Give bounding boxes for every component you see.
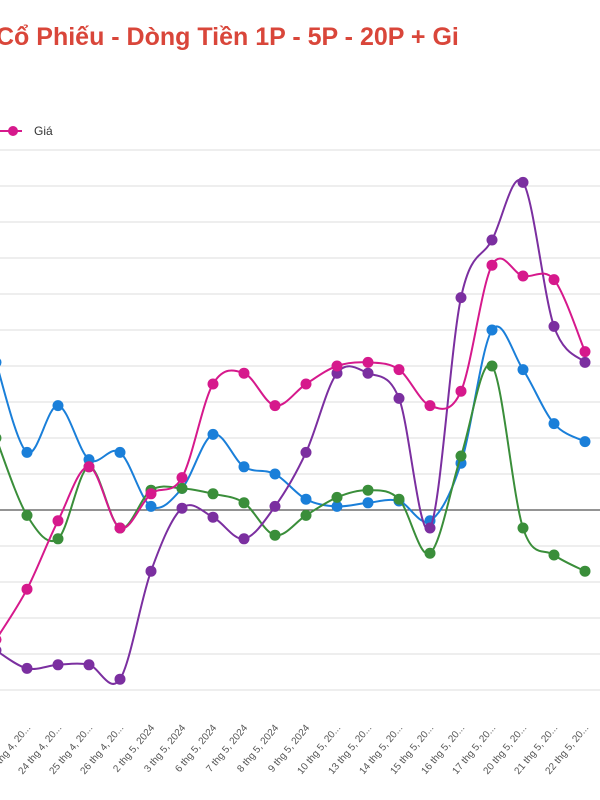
data-point: [455, 385, 467, 397]
data-point: [269, 468, 281, 480]
series-line: [0, 178, 586, 685]
data-point: [424, 547, 436, 559]
data-point: [145, 500, 157, 512]
data-point: [393, 493, 405, 505]
data-point: [207, 511, 219, 523]
data-point: [21, 509, 33, 521]
data-point: [517, 270, 529, 282]
data-point: [0, 358, 2, 367]
data-point: [486, 234, 498, 246]
data-point: [455, 450, 467, 462]
data-point: [486, 324, 498, 336]
data-point: [83, 659, 95, 671]
data-point: [269, 529, 281, 541]
data-point: [579, 565, 591, 577]
data-point: [114, 446, 126, 458]
data-point: [548, 418, 560, 430]
data-point: [300, 378, 312, 390]
data-point: [0, 635, 2, 644]
data-point: [517, 176, 529, 188]
data-point: [300, 446, 312, 458]
data-point: [362, 484, 374, 496]
series-line: [0, 325, 586, 523]
data-point: [176, 472, 188, 484]
data-point: [207, 428, 219, 440]
data-point: [424, 400, 436, 412]
data-point: [331, 500, 343, 512]
data-point: [269, 500, 281, 512]
data-point: [238, 367, 250, 379]
data-point: [114, 522, 126, 534]
data-point: [52, 533, 64, 545]
data-point: [52, 400, 64, 412]
data-point: [0, 646, 2, 655]
data-point: [393, 364, 405, 376]
chart-title: Cổ Phiếu - Dòng Tiền 1P - 5P - 20P + Gi: [0, 23, 459, 51]
data-point: [21, 583, 33, 595]
data-point: [238, 461, 250, 473]
data-point: [21, 662, 33, 674]
data-point: [269, 400, 281, 412]
data-point: [52, 659, 64, 671]
data-point: [300, 509, 312, 521]
data-point: [362, 356, 374, 368]
data-point: [176, 502, 188, 514]
data-point: [579, 436, 591, 448]
data-point: [300, 493, 312, 505]
data-point: [114, 673, 126, 685]
data-point: [424, 522, 436, 534]
data-point: [145, 488, 157, 500]
data-point: [486, 259, 498, 271]
data-point: [238, 497, 250, 509]
data-point: [21, 446, 33, 458]
data-point: [517, 364, 529, 376]
data-point: [579, 346, 591, 358]
data-point: [517, 522, 529, 534]
data-point: [486, 360, 498, 372]
data-point: [362, 367, 374, 379]
data-point: [145, 565, 157, 577]
data-point: [579, 356, 591, 368]
data-point: [176, 482, 188, 494]
data-point: [83, 461, 95, 473]
legend-marker: [8, 126, 18, 136]
data-point: [393, 392, 405, 404]
data-point: [548, 274, 560, 286]
data-point: [362, 497, 374, 509]
data-point: [548, 549, 560, 561]
data-point: [455, 292, 467, 304]
data-point: [331, 360, 343, 372]
data-point: [207, 488, 219, 500]
data-point: [548, 320, 560, 332]
data-point: [207, 378, 219, 390]
data-point: [238, 533, 250, 545]
data-point: [331, 491, 343, 503]
data-point: [0, 434, 2, 442]
legend-label: Giá: [34, 124, 53, 138]
data-point: [52, 515, 64, 527]
